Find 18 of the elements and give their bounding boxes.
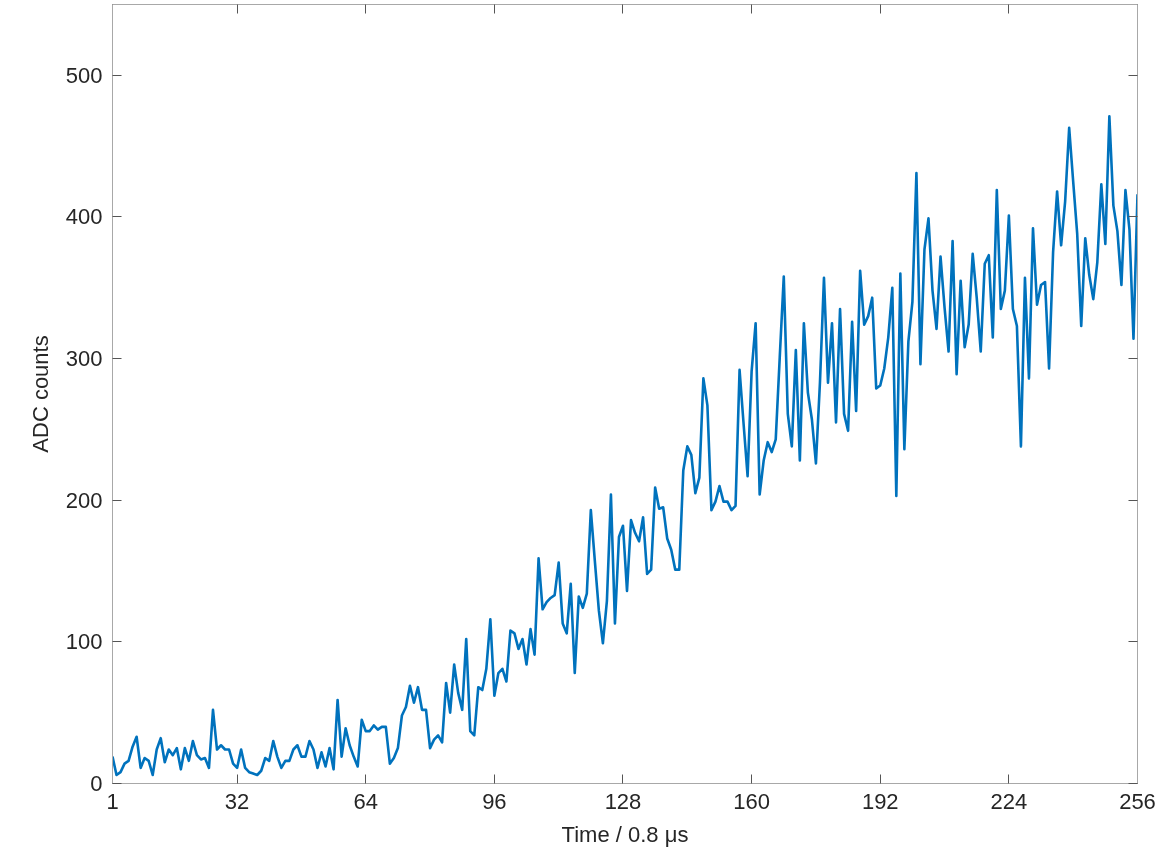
- x-tick-label: 1: [106, 788, 119, 814]
- y-axis-title: ADC counts: [27, 335, 53, 453]
- y-tick-label: 0: [90, 771, 103, 796]
- y-tick-label: 300: [65, 346, 103, 372]
- x-tick-label: 96: [482, 788, 507, 814]
- x-tick-label: 192: [861, 788, 899, 814]
- line-series: [112, 115, 1138, 777]
- x-tick-label: 32: [224, 788, 250, 814]
- x-tick-label: 128: [604, 788, 642, 814]
- x-tick-label: 64: [353, 788, 378, 814]
- y-tick-label: 100: [65, 629, 103, 655]
- x-tick-label: 256: [1119, 788, 1156, 814]
- y-tick-label: 500: [65, 62, 103, 88]
- x-tick-label: 224: [990, 788, 1028, 814]
- y-tick-label: 200: [65, 487, 103, 513]
- x-axis-title: Time / 0.8 μs: [561, 821, 689, 847]
- x-tick-label: 160: [733, 788, 770, 814]
- y-tick-label: 400: [65, 204, 103, 230]
